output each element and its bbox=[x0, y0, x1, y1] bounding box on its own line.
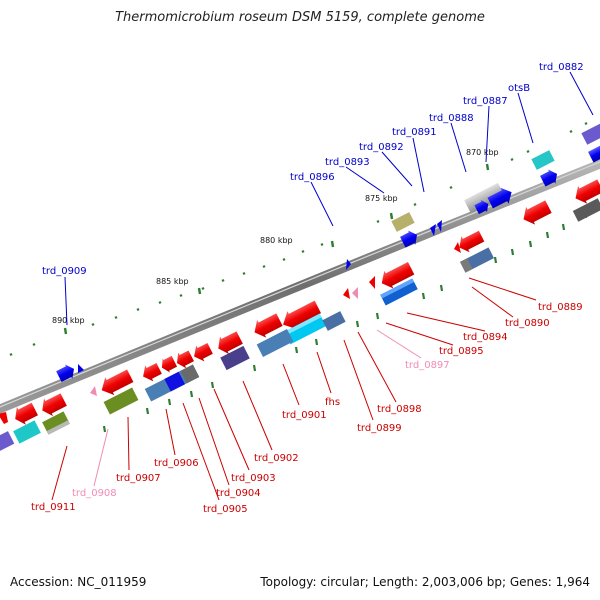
gene-box-trd_0882 bbox=[581, 123, 600, 145]
gene-box-trd_0898 bbox=[380, 278, 418, 306]
gene-arrow-trd_0889 bbox=[523, 200, 552, 225]
genome-backbone bbox=[0, 159, 600, 414]
gene-label-trd_0908[interactable]: trd_0908 bbox=[72, 488, 117, 499]
gene-label-trd_0897[interactable]: trd_0897 bbox=[405, 360, 450, 371]
gene-arrow-trd_0887 bbox=[464, 182, 505, 214]
gene-box-trd_0912 bbox=[13, 420, 41, 444]
gene-box-trd_0901 bbox=[256, 329, 294, 357]
gene-label-trd_0899[interactable]: trd_0899 bbox=[357, 423, 402, 434]
gene-label-trd_0889[interactable]: trd_0889 bbox=[538, 302, 583, 313]
scale-label: 880 kbp bbox=[260, 236, 293, 245]
gene-label-trd_0905[interactable]: trd_0905 bbox=[203, 504, 248, 515]
gene-arrow-trd_0904 bbox=[176, 350, 194, 369]
gene-box-trd_0906 bbox=[144, 364, 200, 402]
gene-arrow-trd_0882 bbox=[588, 145, 600, 163]
gene-arrow-trd_0906 bbox=[143, 363, 162, 382]
gene-label-trd_0903[interactable]: trd_0903 bbox=[231, 473, 276, 484]
gene-box-trd_0911 bbox=[42, 411, 70, 435]
gene-arrow-trd_0899 bbox=[283, 300, 321, 329]
gene-label-trd_0896[interactable]: trd_0896 bbox=[290, 172, 335, 183]
gene-label-fhs[interactable]: fhs bbox=[325, 397, 340, 408]
reverse-features bbox=[0, 179, 600, 452]
accession-text: Accession: NC_011959 bbox=[10, 575, 147, 589]
gene-box-trd_0913 bbox=[0, 431, 15, 452]
gene-arrow-trd_0894 bbox=[459, 230, 485, 253]
forward-features bbox=[56, 123, 600, 382]
gene-arrow-trd_0912 bbox=[15, 402, 38, 425]
gene-arrow-trd_0905 bbox=[161, 355, 178, 373]
gene-arrow-trd_0889-fwd bbox=[474, 199, 489, 215]
gene-arrow-otsB bbox=[540, 169, 558, 187]
gene-arrow-trd_0888 bbox=[487, 187, 512, 209]
gene-arrow-trd_0913 bbox=[0, 412, 8, 424]
leader-lines bbox=[51, 71, 594, 501]
gene-label-trd_0902[interactable]: trd_0902 bbox=[254, 453, 299, 464]
gene-label-trd_0898[interactable]: trd_0898 bbox=[377, 404, 422, 415]
gene-label-trd_0887[interactable]: trd_0887 bbox=[463, 96, 508, 107]
gene-box-trd_0890 bbox=[572, 198, 600, 222]
scale-label: 870 kbp bbox=[466, 148, 499, 157]
gene-label-otsB[interactable]: otsB bbox=[508, 83, 530, 94]
gene-label-trd_0892[interactable]: trd_0892 bbox=[359, 142, 404, 153]
inner-tick-row bbox=[102, 211, 588, 433]
gene-arrow-trd_0891 bbox=[430, 220, 442, 236]
gene-arrow-trd_0909b bbox=[78, 364, 84, 373]
gene-label-trd_0893[interactable]: trd_0893 bbox=[325, 157, 370, 168]
gene-arrow-trd_0908 bbox=[90, 386, 97, 396]
gene-arrow-fhs bbox=[254, 313, 283, 338]
gene-label-trd_0882[interactable]: trd_0882 bbox=[539, 62, 584, 73]
gene-box-fhs bbox=[284, 313, 326, 345]
gene-arrow-trd_0911 bbox=[42, 393, 67, 417]
gene-box-fhs-tail bbox=[322, 311, 346, 331]
gene-label-trd_0909[interactable]: trd_0909 bbox=[42, 266, 87, 277]
genome-summary-text: Topology: circular; Length: 2,003,006 bp… bbox=[260, 575, 590, 589]
gene-arrow-trd_0896 bbox=[346, 259, 351, 270]
outer-tick-row bbox=[9, 122, 588, 356]
gene-label-trd_0894[interactable]: trd_0894 bbox=[463, 332, 508, 343]
scale-label: 890 kbp bbox=[52, 316, 85, 325]
genome-backbone-highlight bbox=[0, 161, 600, 408]
gene-label-trd_0888[interactable]: trd_0888 bbox=[429, 113, 474, 124]
gene-arrow-trd_0894b bbox=[454, 242, 461, 253]
gene-label-trd_0890[interactable]: trd_0890 bbox=[505, 318, 550, 329]
gene-arrow-trd_0902 bbox=[218, 331, 243, 355]
gene-label-trd_0891[interactable]: trd_0891 bbox=[392, 127, 437, 138]
gene-label-trd_0895[interactable]: trd_0895 bbox=[439, 346, 484, 357]
gene-label-trd_0911[interactable]: trd_0911 bbox=[31, 502, 76, 513]
gene-arrow-trd_0897c bbox=[343, 288, 350, 299]
gene-box-trd_0902 bbox=[220, 345, 250, 371]
gene-arrow-trd_0890 bbox=[575, 179, 600, 204]
map-title: Thermomicrobium roseum DSM 5159, complet… bbox=[115, 10, 485, 25]
gene-label-trd_0904[interactable]: trd_0904 bbox=[216, 488, 261, 499]
gene-arrow-trd_0903 bbox=[194, 343, 213, 362]
gene-arrow-trd_0893 bbox=[400, 230, 418, 248]
gene-label-trd_0901[interactable]: trd_0901 bbox=[282, 410, 327, 421]
gene-label-trd_0907[interactable]: trd_0907 bbox=[116, 473, 161, 484]
scale-tick-marks bbox=[63, 163, 490, 335]
gene-box-otsB bbox=[531, 150, 555, 170]
gene-arrow-trd_0909 bbox=[56, 364, 75, 382]
scale-label: 885 kbp bbox=[156, 277, 189, 286]
gene-box-trd_0893 bbox=[391, 212, 415, 232]
gene-label-trd_0906[interactable]: trd_0906 bbox=[154, 458, 199, 469]
gene-arrow-trd_0907 bbox=[101, 369, 134, 396]
scale-label: 875 kbp bbox=[365, 194, 398, 203]
gene-arrow-trd_0897b bbox=[352, 287, 358, 299]
gene-box-trd_0907 bbox=[103, 387, 139, 415]
gene-arrow-trd_0895 bbox=[381, 262, 415, 289]
gene-box-trd_0894 bbox=[460, 247, 494, 273]
gene-arrow-trd_0897 bbox=[369, 276, 375, 289]
